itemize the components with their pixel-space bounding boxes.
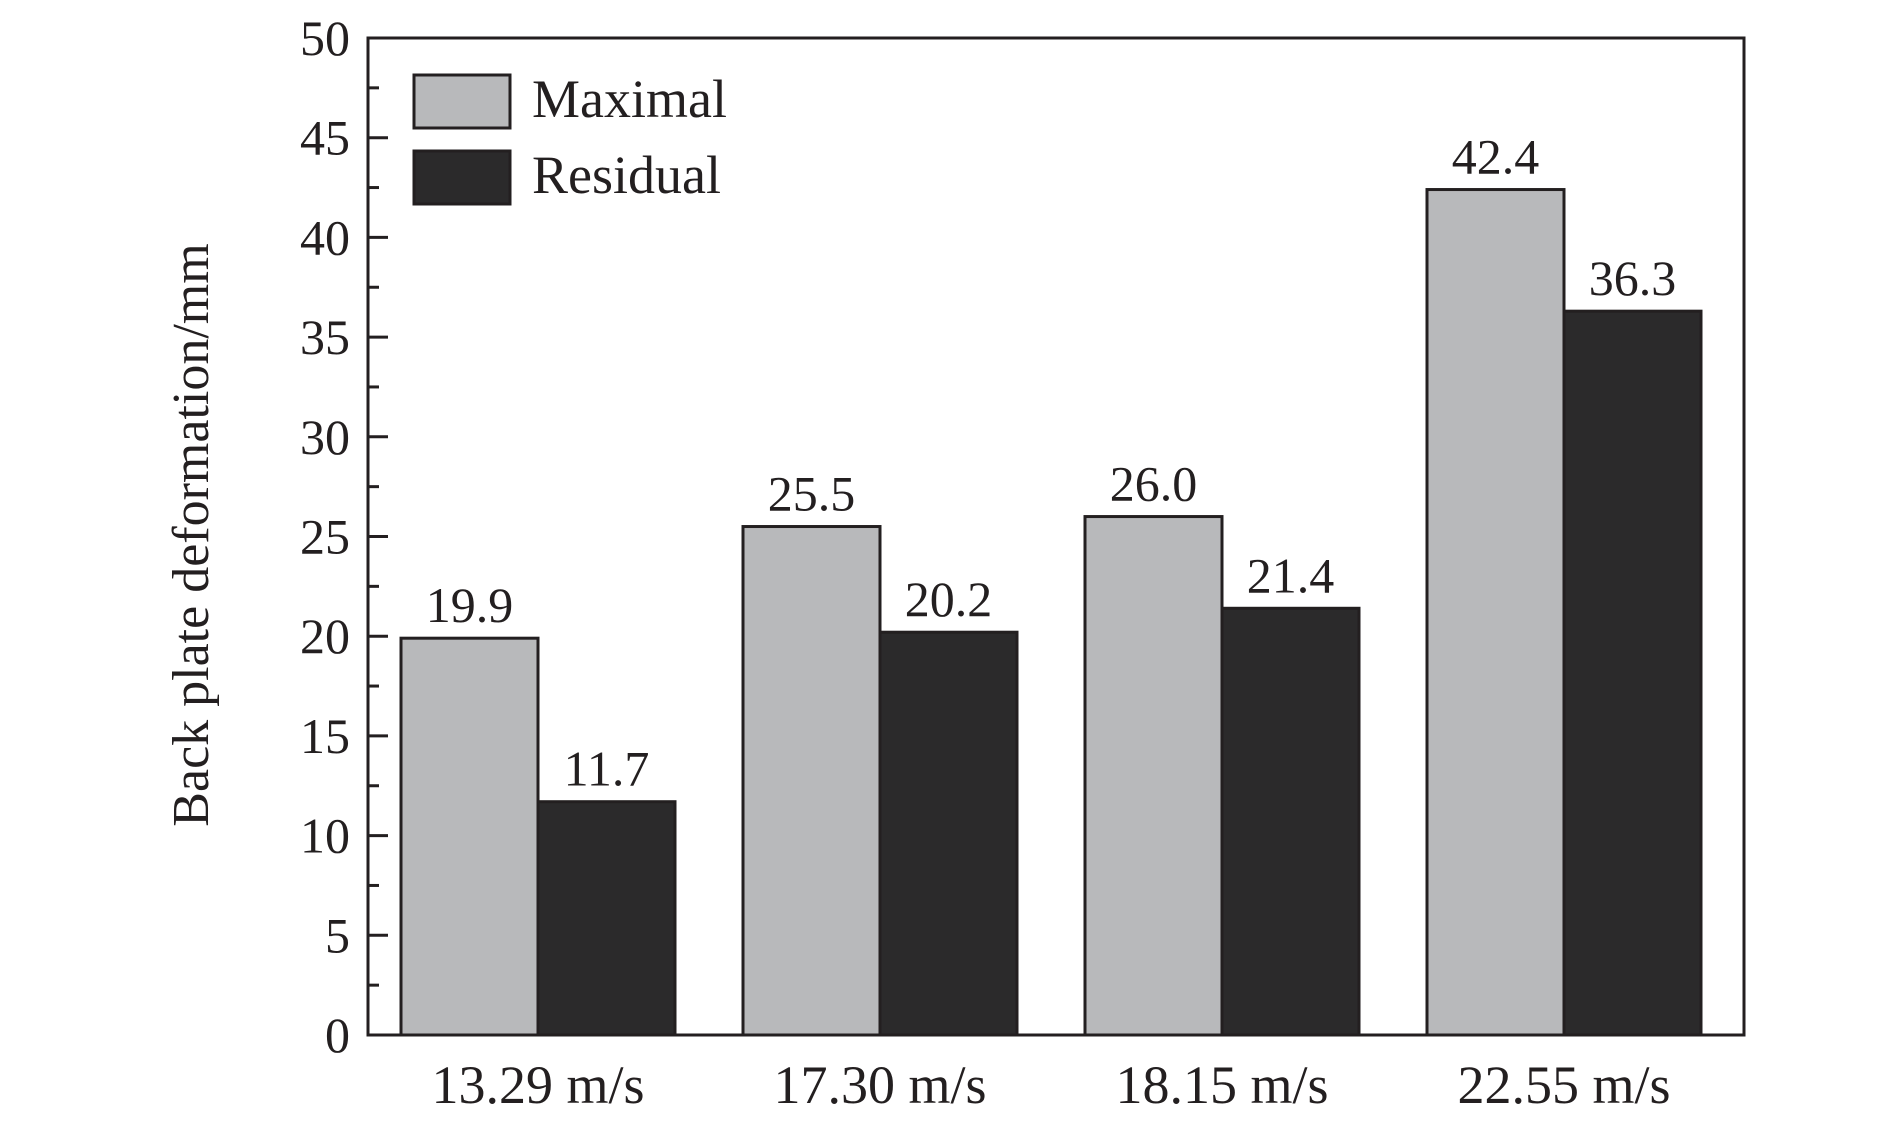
- bar-residual-1: [878, 630, 1019, 1037]
- legend-swatch-residual: [412, 149, 512, 206]
- y-tick-label: 40: [300, 209, 350, 265]
- data-label-maximal-1: 25.5: [768, 466, 856, 522]
- y-axis: 0 5 10 15 20 25 30 35 40 45 50: [300, 10, 388, 1063]
- data-label-maximal-0: 19.9: [426, 577, 514, 633]
- data-label-residual-2: 21.4: [1247, 547, 1335, 603]
- y-tick-label: 10: [300, 808, 350, 864]
- legend-swatch-maximal: [412, 73, 512, 130]
- y-axis-label: Back plate deformation/mm: [163, 243, 220, 826]
- y-tick-label: 0: [325, 1007, 350, 1063]
- bar-maximal-2: [1083, 515, 1224, 1037]
- legend-label-maximal: Maximal: [532, 69, 727, 129]
- legend-label-residual: Residual: [532, 145, 721, 205]
- x-tick-label: 18.15 m/s: [1115, 1055, 1328, 1115]
- data-label-maximal-3: 42.4: [1452, 129, 1540, 185]
- x-axis: 13.29 m/s 17.30 m/s 18.15 m/s 22.55 m/s: [431, 1017, 1671, 1115]
- y-tick-label: 5: [325, 907, 350, 963]
- y-tick-label: 35: [300, 309, 350, 365]
- bar-residual-2: [1220, 606, 1361, 1037]
- bar-maximal-3: [1425, 188, 1566, 1037]
- bar-residual-3: [1562, 309, 1703, 1037]
- y-tick-label: 45: [300, 110, 350, 166]
- bar-maximal-1: [741, 525, 882, 1037]
- data-label-residual-0: 11.7: [564, 741, 650, 797]
- y-tick-label: 50: [300, 10, 350, 66]
- bar-maximal-0: [399, 636, 540, 1037]
- y-tick-label: 25: [300, 509, 350, 565]
- x-tick-label: 22.55 m/s: [1457, 1055, 1670, 1115]
- data-labels: 19.9 11.7 25.5 20.2 26.0 21.4 42.4 36.3: [426, 129, 1677, 797]
- bars-layer: [399, 188, 1703, 1037]
- data-label-residual-1: 20.2: [905, 571, 993, 627]
- data-label-maximal-2: 26.0: [1110, 456, 1198, 512]
- bar-residual-0: [536, 800, 677, 1037]
- legend: Maximal Residual: [412, 69, 727, 206]
- y-tick-label: 20: [300, 608, 350, 664]
- x-tick-label: 13.29 m/s: [431, 1055, 644, 1115]
- y-tick-label: 30: [300, 409, 350, 465]
- x-tick-label: 17.30 m/s: [773, 1055, 986, 1115]
- y-tick-label: 15: [300, 708, 350, 764]
- data-label-residual-3: 36.3: [1589, 250, 1677, 306]
